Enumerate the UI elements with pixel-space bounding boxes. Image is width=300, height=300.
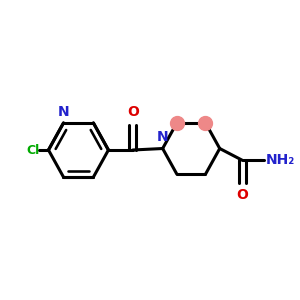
Text: O: O: [127, 105, 139, 119]
Text: N: N: [157, 130, 169, 144]
Text: N: N: [58, 105, 69, 119]
Text: NH₂: NH₂: [266, 153, 295, 167]
Text: O: O: [237, 188, 248, 202]
Text: Cl: Cl: [26, 143, 39, 157]
